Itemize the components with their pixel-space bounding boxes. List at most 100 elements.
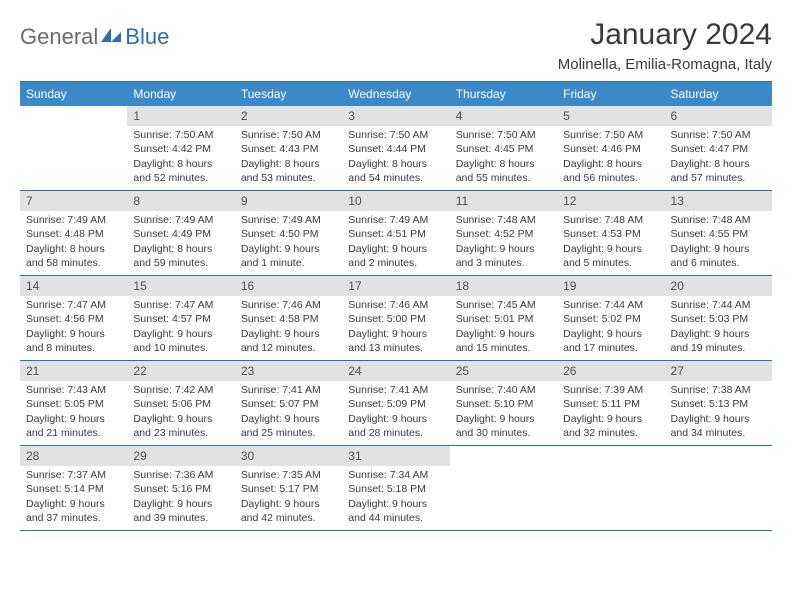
sunset-text: Sunset: 4:55 PM xyxy=(671,227,766,241)
day-content: Sunrise: 7:48 AMSunset: 4:55 PMDaylight:… xyxy=(665,211,772,274)
day-cell: 30Sunrise: 7:35 AMSunset: 5:17 PMDayligh… xyxy=(235,446,342,530)
day-content: Sunrise: 7:46 AMSunset: 5:00 PMDaylight:… xyxy=(342,296,449,359)
week-row: 21Sunrise: 7:43 AMSunset: 5:05 PMDayligh… xyxy=(20,361,772,446)
sunset-text: Sunset: 5:14 PM xyxy=(26,482,121,496)
day-content: Sunrise: 7:42 AMSunset: 5:06 PMDaylight:… xyxy=(127,381,234,444)
sunset-text: Sunset: 4:42 PM xyxy=(133,142,228,156)
sunrise-text: Sunrise: 7:49 AM xyxy=(348,213,443,227)
sunrise-text: Sunrise: 7:48 AM xyxy=(671,213,766,227)
logo-triangle-icon xyxy=(101,26,123,44)
day-cell: 20Sunrise: 7:44 AMSunset: 5:03 PMDayligh… xyxy=(665,276,772,360)
sunrise-text: Sunrise: 7:50 AM xyxy=(563,128,658,142)
sunrise-text: Sunrise: 7:49 AM xyxy=(26,213,121,227)
daylight-text: Daylight: 8 hours and 52 minutes. xyxy=(133,157,228,185)
day-content: Sunrise: 7:50 AMSunset: 4:47 PMDaylight:… xyxy=(665,126,772,189)
day-content: Sunrise: 7:36 AMSunset: 5:16 PMDaylight:… xyxy=(127,466,234,529)
sunset-text: Sunset: 4:44 PM xyxy=(348,142,443,156)
day-content: Sunrise: 7:44 AMSunset: 5:03 PMDaylight:… xyxy=(665,296,772,359)
daylight-text: Daylight: 9 hours and 2 minutes. xyxy=(348,242,443,270)
sunset-text: Sunset: 5:18 PM xyxy=(348,482,443,496)
daylight-text: Daylight: 9 hours and 17 minutes. xyxy=(563,327,658,355)
day-number xyxy=(450,446,557,450)
day-header-monday: Monday xyxy=(127,82,234,106)
day-number: 7 xyxy=(20,191,127,211)
day-content: Sunrise: 7:37 AMSunset: 5:14 PMDaylight:… xyxy=(20,466,127,529)
day-number xyxy=(557,446,664,450)
day-cell: 21Sunrise: 7:43 AMSunset: 5:05 PMDayligh… xyxy=(20,361,127,445)
day-content: Sunrise: 7:49 AMSunset: 4:48 PMDaylight:… xyxy=(20,211,127,274)
day-cell: 11Sunrise: 7:48 AMSunset: 4:52 PMDayligh… xyxy=(450,191,557,275)
daylight-text: Daylight: 9 hours and 44 minutes. xyxy=(348,497,443,525)
daylight-text: Daylight: 9 hours and 13 minutes. xyxy=(348,327,443,355)
logo-text-blue: Blue xyxy=(125,24,169,50)
day-cell: 13Sunrise: 7:48 AMSunset: 4:55 PMDayligh… xyxy=(665,191,772,275)
day-cell: 10Sunrise: 7:49 AMSunset: 4:51 PMDayligh… xyxy=(342,191,449,275)
day-number: 24 xyxy=(342,361,449,381)
daylight-text: Daylight: 8 hours and 59 minutes. xyxy=(133,242,228,270)
day-header-saturday: Saturday xyxy=(665,82,772,106)
daylight-text: Daylight: 9 hours and 37 minutes. xyxy=(26,497,121,525)
title-block: January 2024 Molinella, Emilia-Romagna, … xyxy=(558,18,772,73)
sunrise-text: Sunrise: 7:46 AM xyxy=(241,298,336,312)
sunrise-text: Sunrise: 7:39 AM xyxy=(563,383,658,397)
day-content: Sunrise: 7:41 AMSunset: 5:07 PMDaylight:… xyxy=(235,381,342,444)
sunrise-text: Sunrise: 7:47 AM xyxy=(133,298,228,312)
day-number: 25 xyxy=(450,361,557,381)
day-content: Sunrise: 7:40 AMSunset: 5:10 PMDaylight:… xyxy=(450,381,557,444)
daylight-text: Daylight: 8 hours and 55 minutes. xyxy=(456,157,551,185)
day-cell: 7Sunrise: 7:49 AMSunset: 4:48 PMDaylight… xyxy=(20,191,127,275)
sunrise-text: Sunrise: 7:50 AM xyxy=(671,128,766,142)
sunrise-text: Sunrise: 7:41 AM xyxy=(348,383,443,397)
day-number: 5 xyxy=(557,106,664,126)
day-number: 6 xyxy=(665,106,772,126)
day-cell: 9Sunrise: 7:49 AMSunset: 4:50 PMDaylight… xyxy=(235,191,342,275)
sunrise-text: Sunrise: 7:50 AM xyxy=(241,128,336,142)
sunrise-text: Sunrise: 7:38 AM xyxy=(671,383,766,397)
day-cell: 29Sunrise: 7:36 AMSunset: 5:16 PMDayligh… xyxy=(127,446,234,530)
daylight-text: Daylight: 9 hours and 42 minutes. xyxy=(241,497,336,525)
day-cell: 31Sunrise: 7:34 AMSunset: 5:18 PMDayligh… xyxy=(342,446,449,530)
daylight-text: Daylight: 9 hours and 19 minutes. xyxy=(671,327,766,355)
day-cell: 19Sunrise: 7:44 AMSunset: 5:02 PMDayligh… xyxy=(557,276,664,360)
sunrise-text: Sunrise: 7:48 AM xyxy=(456,213,551,227)
day-number: 12 xyxy=(557,191,664,211)
day-content: Sunrise: 7:41 AMSunset: 5:09 PMDaylight:… xyxy=(342,381,449,444)
daylight-text: Daylight: 8 hours and 54 minutes. xyxy=(348,157,443,185)
daylight-text: Daylight: 9 hours and 30 minutes. xyxy=(456,412,551,440)
sunset-text: Sunset: 5:03 PM xyxy=(671,312,766,326)
day-cell: 6Sunrise: 7:50 AMSunset: 4:47 PMDaylight… xyxy=(665,106,772,190)
day-content: Sunrise: 7:50 AMSunset: 4:42 PMDaylight:… xyxy=(127,126,234,189)
location-label: Molinella, Emilia-Romagna, Italy xyxy=(558,56,772,73)
logo: General Blue xyxy=(20,24,169,50)
day-number: 9 xyxy=(235,191,342,211)
sunrise-text: Sunrise: 7:49 AM xyxy=(241,213,336,227)
sunrise-text: Sunrise: 7:36 AM xyxy=(133,468,228,482)
day-cell: 24Sunrise: 7:41 AMSunset: 5:09 PMDayligh… xyxy=(342,361,449,445)
day-number: 17 xyxy=(342,276,449,296)
day-number: 1 xyxy=(127,106,234,126)
sunset-text: Sunset: 4:43 PM xyxy=(241,142,336,156)
sunrise-text: Sunrise: 7:40 AM xyxy=(456,383,551,397)
week-row: 28Sunrise: 7:37 AMSunset: 5:14 PMDayligh… xyxy=(20,446,772,531)
day-number: 10 xyxy=(342,191,449,211)
day-content: Sunrise: 7:48 AMSunset: 4:52 PMDaylight:… xyxy=(450,211,557,274)
sunset-text: Sunset: 5:01 PM xyxy=(456,312,551,326)
day-header-row: Sunday Monday Tuesday Wednesday Thursday… xyxy=(20,82,772,106)
day-number xyxy=(665,446,772,450)
sunset-text: Sunset: 4:46 PM xyxy=(563,142,658,156)
sunrise-text: Sunrise: 7:50 AM xyxy=(133,128,228,142)
day-content: Sunrise: 7:44 AMSunset: 5:02 PMDaylight:… xyxy=(557,296,664,359)
sunset-text: Sunset: 5:11 PM xyxy=(563,397,658,411)
day-header-sunday: Sunday xyxy=(20,82,127,106)
sunrise-text: Sunrise: 7:34 AM xyxy=(348,468,443,482)
sunset-text: Sunset: 4:49 PM xyxy=(133,227,228,241)
day-content: Sunrise: 7:47 AMSunset: 4:57 PMDaylight:… xyxy=(127,296,234,359)
day-cell: 18Sunrise: 7:45 AMSunset: 5:01 PMDayligh… xyxy=(450,276,557,360)
day-cell xyxy=(20,106,127,190)
sunrise-text: Sunrise: 7:42 AM xyxy=(133,383,228,397)
day-number: 2 xyxy=(235,106,342,126)
day-content: Sunrise: 7:46 AMSunset: 4:58 PMDaylight:… xyxy=(235,296,342,359)
sunset-text: Sunset: 5:06 PM xyxy=(133,397,228,411)
sunset-text: Sunset: 5:05 PM xyxy=(26,397,121,411)
day-content: Sunrise: 7:38 AMSunset: 5:13 PMDaylight:… xyxy=(665,381,772,444)
